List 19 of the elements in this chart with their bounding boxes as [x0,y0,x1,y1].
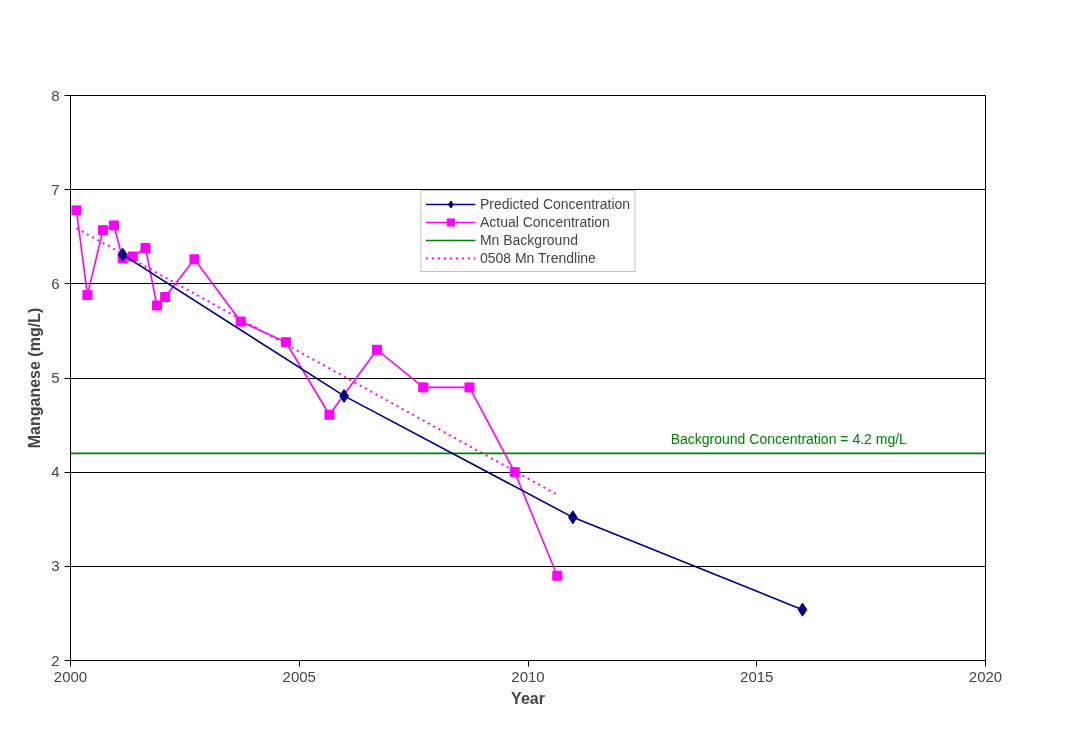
y-tick-label: 6 [51,274,60,292]
y-tick-label: 4 [51,463,60,481]
y-tick-label: 8 [51,86,60,104]
x-tick-label: 2020 [968,667,1003,685]
y-tick-label: 2 [51,651,60,669]
legend-label: Predicted Concentration [479,195,631,213]
y-axis-title: Manganese (mg/L) [26,307,44,449]
legend-label: Actual Concentration [479,213,610,231]
x-tick-label: 2005 [282,667,316,685]
x-tick-label: 2010 [511,667,545,685]
y-tick-label: 7 [51,180,60,198]
legend-label: Mn Background [479,231,578,249]
x-tick-label: 2015 [740,667,774,685]
legend-label: 0508 Mn Trendline [479,249,596,267]
y-tick-label: 5 [51,369,60,386]
annotation: Background Concentration = 4.2 mg/L [670,431,908,448]
y-tick-label: 3 [51,557,60,575]
x-tick-label: 2000 [53,667,88,685]
x-axis-title: Year [511,689,545,707]
